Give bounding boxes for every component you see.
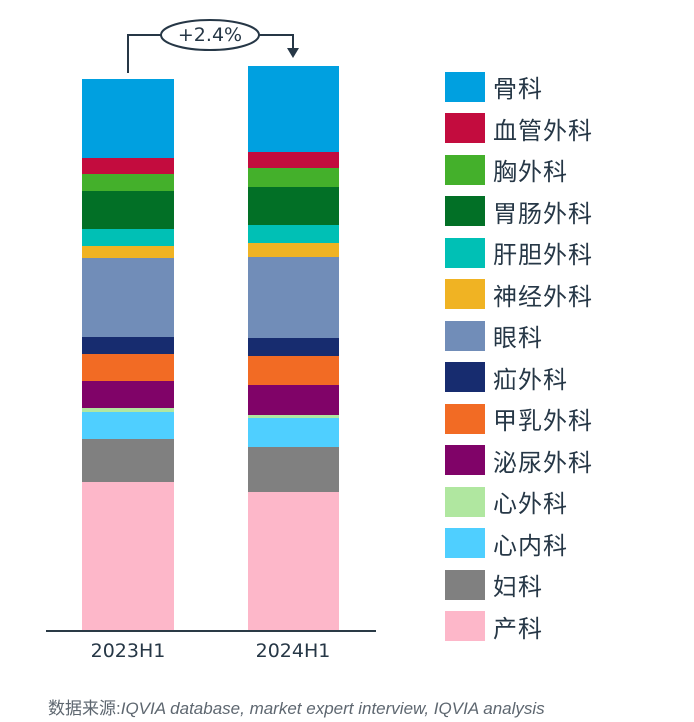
legend: 骨科血管外科胸外科胃肠外科肝胆外科神经外科眼科疝外科甲乳外科泌尿外科心外科心内科… (445, 66, 593, 647)
bar-segment (82, 79, 174, 158)
legend-label: 胸外科 (493, 158, 568, 187)
source-prefix: 数据来源: (48, 699, 121, 718)
bar-segment (248, 151, 339, 168)
legend-swatch (445, 403, 485, 434)
data-source-note: 数据来源:IQVIA database, market expert inter… (48, 694, 545, 719)
legend-item: 骨科 (445, 66, 593, 108)
legend-swatch (445, 196, 485, 227)
legend-swatch (445, 71, 485, 102)
legend-item: 血管外科 (445, 108, 593, 150)
legend-swatch (445, 445, 485, 476)
bar-segment (82, 381, 174, 409)
legend-label: 心外科 (493, 490, 568, 519)
legend-label: 眼科 (493, 324, 543, 353)
legend-swatch (445, 320, 485, 351)
legend-label: 肝胆外科 (493, 241, 593, 270)
legend-label: 血管外科 (493, 116, 593, 145)
bar-segment (82, 337, 174, 355)
bar-segment (248, 446, 339, 492)
x-label-2023H1: 2023H1 (90, 640, 166, 662)
legend-item: 产科 (445, 606, 593, 648)
x-label-2024H1: 2024H1 (255, 640, 331, 662)
bar-segment (248, 417, 339, 447)
bar-segment (248, 256, 339, 338)
legend-item: 胸外科 (445, 149, 593, 191)
legend-swatch (445, 237, 485, 268)
bar-segment (248, 337, 339, 356)
legend-label: 产科 (493, 614, 543, 643)
legend-label: 泌尿外科 (493, 448, 593, 477)
legend-swatch (445, 569, 485, 600)
bar-segment (82, 173, 174, 191)
growth-label: +2.4% (177, 24, 243, 46)
bar-segment (248, 224, 339, 244)
legend-swatch (445, 113, 485, 144)
bar-segment (82, 482, 174, 631)
bar-segment (82, 190, 174, 229)
arrow-down-icon (287, 48, 299, 58)
legend-swatch (445, 611, 485, 642)
legend-label: 甲乳外科 (493, 407, 593, 436)
legend-label: 疝外科 (493, 365, 568, 394)
bar-segment (248, 167, 339, 187)
legend-swatch (445, 486, 485, 517)
bar-segment (82, 157, 174, 174)
bar-segment (82, 246, 174, 259)
growth-arrow-annotation (127, 19, 299, 73)
legend-label: 骨科 (493, 75, 543, 104)
bar-segment (248, 355, 339, 386)
bar-segment (248, 492, 339, 631)
bar-segment (248, 186, 339, 225)
legend-item: 胃肠外科 (445, 191, 593, 233)
legend-item: 眼科 (445, 315, 593, 357)
legend-swatch (445, 154, 485, 185)
bar-segment (82, 408, 174, 413)
source-text: IQVIA database, market expert interview,… (120, 699, 545, 718)
legend-item: 疝外科 (445, 357, 593, 399)
bar-segment (82, 258, 174, 338)
legend-swatch (445, 528, 485, 559)
bar-segment (82, 439, 174, 483)
bar-segment (248, 243, 339, 257)
bar-2024H1 (248, 66, 339, 631)
growth-ellipse (160, 19, 260, 51)
x-axis-line (46, 630, 376, 632)
bar-segment (82, 354, 174, 382)
legend-item: 神经外科 (445, 274, 593, 316)
bar-2023H1 (82, 79, 174, 631)
legend-item: 心内科 (445, 523, 593, 565)
legend-label: 胃肠外科 (493, 199, 593, 228)
bar-segment (82, 412, 174, 440)
legend-label: 妇科 (493, 573, 543, 602)
bar-segment (248, 385, 339, 415)
bar-segment (248, 66, 339, 152)
legend-item: 妇科 (445, 564, 593, 606)
legend-label: 神经外科 (493, 282, 593, 311)
bar-segment (82, 228, 174, 247)
legend-item: 肝胆外科 (445, 232, 593, 274)
legend-label: 心内科 (493, 531, 568, 560)
legend-item: 心外科 (445, 481, 593, 523)
legend-swatch (445, 279, 485, 310)
legend-item: 甲乳外科 (445, 398, 593, 440)
legend-item: 泌尿外科 (445, 440, 593, 482)
legend-swatch (445, 362, 485, 393)
bar-segment (248, 414, 339, 418)
